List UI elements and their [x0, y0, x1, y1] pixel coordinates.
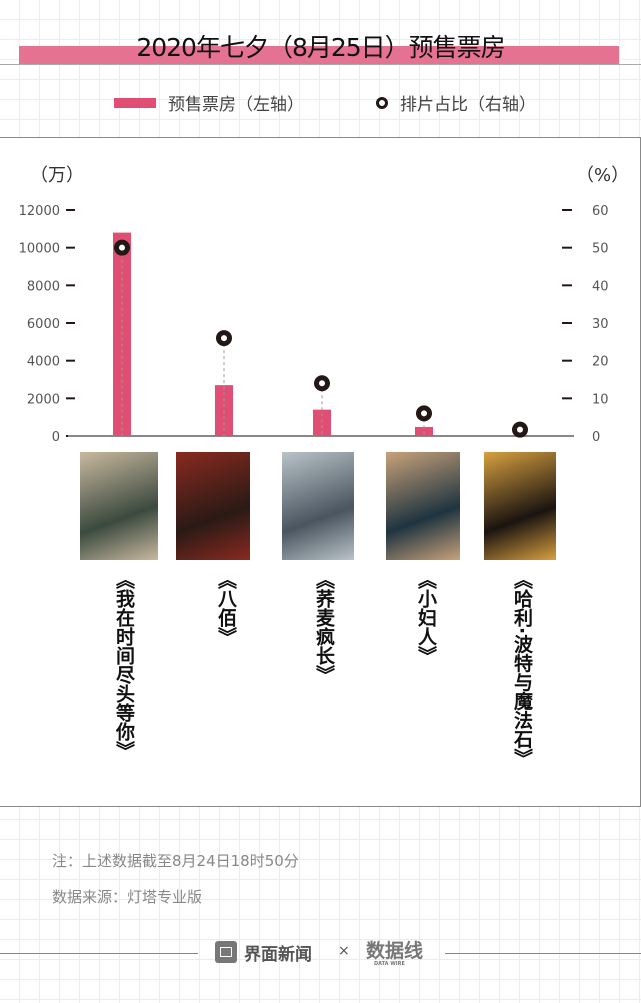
chart-title: 2020年七夕（8月25日）预售票房 [136, 33, 505, 62]
category-label: 《我在时间尽头等你》 [113, 570, 135, 760]
legend-dot-label: 排片占比（右轴） [400, 95, 536, 115]
left-tick-label: 2000 [27, 392, 60, 407]
category-label: 《哈利·波特与魔法石》 [511, 570, 533, 768]
category-label: 《小妇人》 [415, 570, 437, 665]
legend-bar-label: 预售票房（左轴） [168, 95, 304, 115]
right-tick-label: 10 [592, 392, 609, 407]
left-tick-label: 0 [52, 430, 60, 445]
jiemian-logo-icon [215, 941, 237, 963]
category-label: 《荞麦疯长》 [313, 570, 335, 684]
chart-svg: （万） （%） 0 2000 4000 6000 8000 10000 12000 0 10 20… [19, 165, 629, 445]
right-tick-label: 20 [592, 355, 609, 370]
footer-line-right [445, 953, 641, 954]
share-dot [512, 421, 528, 438]
right-tick-label: 60 [592, 204, 609, 219]
movie-poster [282, 452, 354, 560]
share-dot [114, 239, 130, 256]
right-tick-label: 30 [592, 317, 609, 332]
movie-poster [484, 452, 556, 560]
category-label: 《八佰》 [215, 570, 237, 646]
left-tick-label: 6000 [27, 317, 60, 332]
source: 数据来源：灯塔专业版 [52, 888, 203, 906]
left-tick-label: 8000 [27, 279, 60, 294]
left-axis-unit: （万） [30, 165, 84, 186]
movie-poster [80, 452, 158, 560]
brand-datawire-sub: DATA WIRE [374, 961, 405, 967]
title-band [19, 46, 619, 64]
right-tick-label: 50 [592, 242, 609, 257]
share-dot [314, 375, 330, 392]
divider [0, 64, 641, 65]
brand-jiemian: 界面新闻 [244, 945, 312, 965]
left-tick-label: 10000 [19, 242, 60, 257]
legend: 预售票房（左轴） 排片占比（右轴） [0, 90, 641, 115]
legend-bar-swatch [114, 98, 156, 108]
brand-datawire: 数据线 [366, 940, 424, 962]
note: 注：上述数据截至8月24日18时50分 [52, 852, 299, 870]
left-tick-label: 12000 [19, 204, 60, 219]
share-dot [216, 330, 232, 347]
right-tick-label: 0 [592, 430, 600, 445]
right-tick-label: 40 [592, 279, 609, 294]
footer-line-left [0, 953, 198, 954]
share-dot [416, 405, 432, 422]
separator: × [338, 943, 350, 959]
left-tick-label: 4000 [27, 355, 60, 370]
movie-poster [176, 452, 250, 560]
right-axis-unit: （%） [576, 165, 629, 186]
movie-poster [386, 452, 460, 560]
legend-dot-icon [376, 97, 388, 109]
bar [313, 409, 331, 436]
